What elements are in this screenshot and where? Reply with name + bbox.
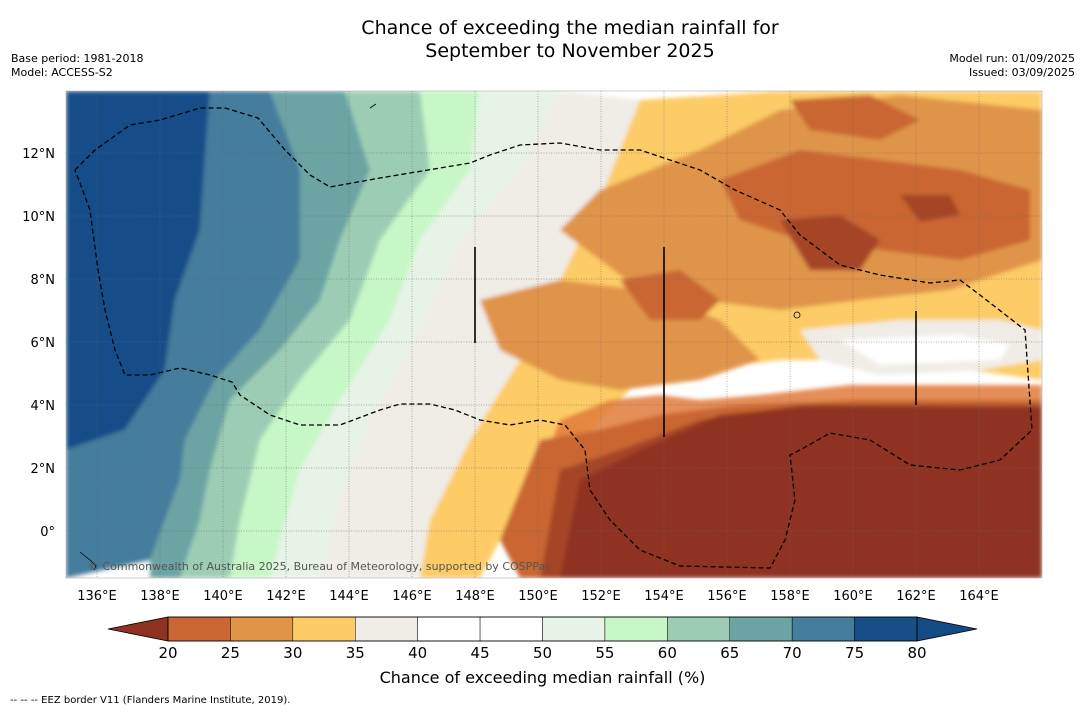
colorbar-tick: 40 <box>408 644 427 662</box>
copyright-notice: © Commonwealth of Australia 2025, Bureau… <box>88 560 551 573</box>
colorbar-over-arrow <box>916 616 978 642</box>
eez-legend-note: -- -- -- EEZ border V11 (Flanders Marine… <box>10 695 291 706</box>
colorbar-bin <box>542 616 606 642</box>
colorbar-bin <box>417 616 481 642</box>
issued-date: Issued: 03/09/2025 <box>968 66 1075 79</box>
lon-tick: 136°E <box>77 589 117 604</box>
colorbar: 20 25 30 35 40 45 50 55 60 65 70 75 80 <box>107 616 978 662</box>
model-run: Model run: 01/09/2025 <box>949 52 1075 65</box>
colorbar-tick: 65 <box>720 644 739 662</box>
lon-tick: 156°E <box>707 589 747 604</box>
colorbar-bin <box>355 616 418 642</box>
lat-tick-labels: 12°N 10°N 8°N 6°N 4°N 2°N 0° <box>22 147 55 540</box>
map-title-line1: Chance of exceeding the median rainfall … <box>361 17 779 39</box>
colorbar-bin <box>292 616 356 642</box>
lat-tick: 10°N <box>22 210 55 225</box>
colorbar-bin <box>479 616 543 642</box>
lon-tick-labels: 136°E 138°E 140°E 142°E 144°E 146°E 148°… <box>77 589 999 604</box>
model-name: Model: ACCESS-S2 <box>11 66 113 79</box>
colorbar-bin <box>854 616 918 642</box>
colorbar-tick: 30 <box>283 644 302 662</box>
colorbar-tick: 45 <box>471 644 490 662</box>
map-title-line2: September to November 2025 <box>425 40 715 62</box>
lon-tick: 160°E <box>833 589 873 604</box>
meta-right: Model run: 01/09/2025 Issued: 03/09/2025 <box>949 52 1075 80</box>
colorbar-bin <box>667 616 730 642</box>
colorbar-bin <box>167 616 231 642</box>
colorbar-bin <box>791 616 855 642</box>
lon-tick: 148°E <box>455 589 495 604</box>
lon-tick: 138°E <box>140 589 180 604</box>
lon-tick: 154°E <box>644 589 684 604</box>
colorbar-bin <box>604 616 668 642</box>
lon-tick: 146°E <box>392 589 432 604</box>
lon-tick: 158°E <box>770 589 810 604</box>
colorbar-tick: 35 <box>346 644 365 662</box>
colorbar-bin <box>729 616 793 642</box>
boundary-segments <box>474 247 917 437</box>
meta-left: Base period: 1981-2018 Model: ACCESS-S2 <box>11 52 143 80</box>
lon-tick: 152°E <box>581 589 621 604</box>
colorbar-tick: 55 <box>595 644 614 662</box>
lon-tick: 162°E <box>896 589 936 604</box>
lat-tick: 4°N <box>31 399 56 414</box>
colorbar-tick: 70 <box>783 644 802 662</box>
lon-tick: 142°E <box>266 589 306 604</box>
colorbar-tick: 50 <box>533 644 552 662</box>
colorbar-tick: 75 <box>845 644 864 662</box>
lat-tick: 0° <box>40 525 55 540</box>
colorbar-tick: 25 <box>221 644 240 662</box>
rainfall-field: © Commonwealth of Australia 2025, Bureau… <box>66 91 1042 578</box>
lon-tick: 150°E <box>518 589 558 604</box>
colorbar-label: Chance of exceeding median rainfall (%) <box>379 668 706 687</box>
lat-tick: 6°N <box>31 336 56 351</box>
colorbar-tick: 60 <box>658 644 677 662</box>
lat-tick: 2°N <box>31 462 56 477</box>
lon-tick: 164°E <box>959 589 999 604</box>
colorbar-tick: 20 <box>158 644 177 662</box>
eez-borders <box>74 107 1033 569</box>
lon-tick: 140°E <box>203 589 243 604</box>
lon-tick: 144°E <box>329 589 369 604</box>
colorbar-under-arrow <box>107 616 169 642</box>
colorbar-bin <box>230 616 294 642</box>
base-period: Base period: 1981-2018 <box>11 52 144 65</box>
islands <box>79 103 801 571</box>
lat-tick: 12°N <box>22 147 55 162</box>
colorbar-tick: 80 <box>907 644 926 662</box>
lat-tick: 8°N <box>31 273 56 288</box>
